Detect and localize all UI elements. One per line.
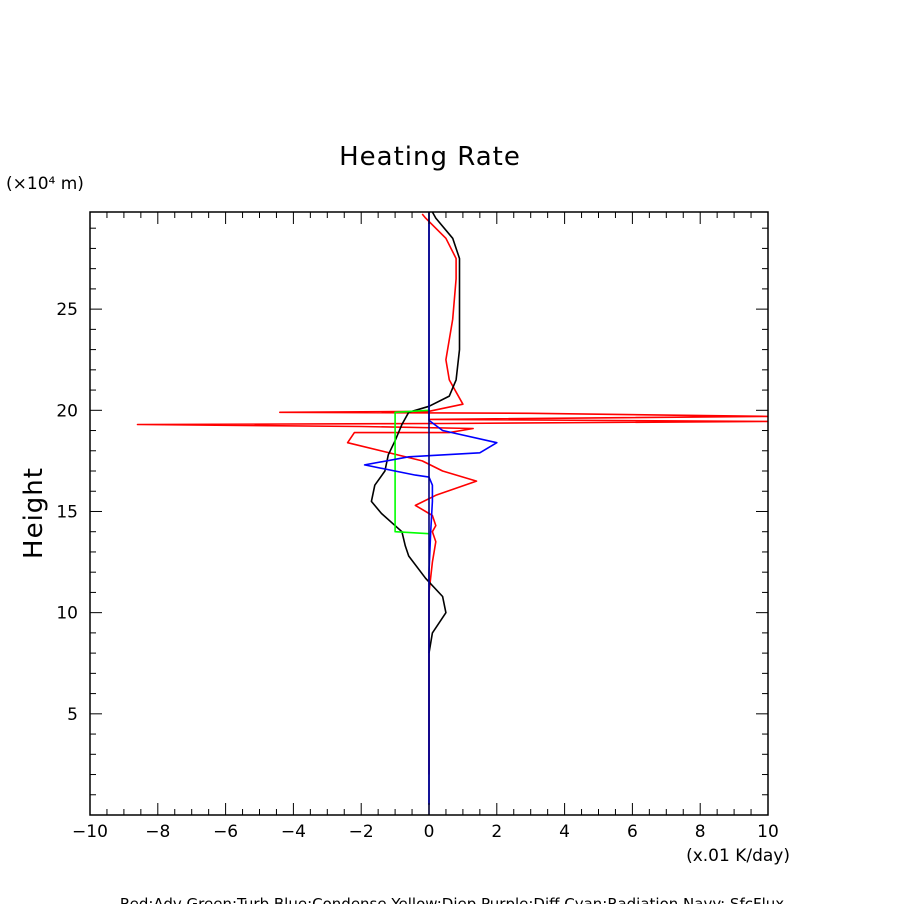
tick-labels: −10 −8 −6 −4 −2 0 2 4 6 8 10 5 10 15 20 25 xyxy=(56,300,778,842)
x-tick-label: 8 xyxy=(695,822,706,842)
y-tick-label: 5 xyxy=(67,705,78,725)
y-axis-label: Height xyxy=(19,467,49,559)
x-tick-label: 4 xyxy=(559,822,570,842)
x-tick-label: −8 xyxy=(145,822,170,842)
y-tick-label: 20 xyxy=(56,401,78,421)
x-tick-label: 2 xyxy=(491,822,502,842)
series-group xyxy=(136,212,768,815)
series-line-0 xyxy=(136,213,768,775)
ticks xyxy=(89,212,769,815)
legend: Red:Adv Green:Turb Blue:Condense Yellow:… xyxy=(120,895,784,904)
x-tick-label: 0 xyxy=(424,822,435,842)
x-axis-unit: (x.01 K/day) xyxy=(686,846,790,866)
y-tick-label: 10 xyxy=(56,604,78,624)
y-tick-label: 15 xyxy=(56,502,78,522)
series-line-1 xyxy=(370,212,461,654)
y-axis-unit: (×10⁴ m) xyxy=(6,174,84,194)
x-tick-label: 6 xyxy=(627,822,638,842)
chart-title: Heating Rate xyxy=(339,142,521,172)
series-line-2 xyxy=(394,409,430,535)
y-tick-label: 25 xyxy=(56,300,78,320)
x-tick-label: −6 xyxy=(213,822,238,842)
x-tick-label: 10 xyxy=(757,822,779,842)
x-tick-label: −10 xyxy=(72,822,108,842)
series-line-3 xyxy=(363,212,498,805)
x-tick-label: −4 xyxy=(281,822,306,842)
x-tick-label: −2 xyxy=(349,822,374,842)
